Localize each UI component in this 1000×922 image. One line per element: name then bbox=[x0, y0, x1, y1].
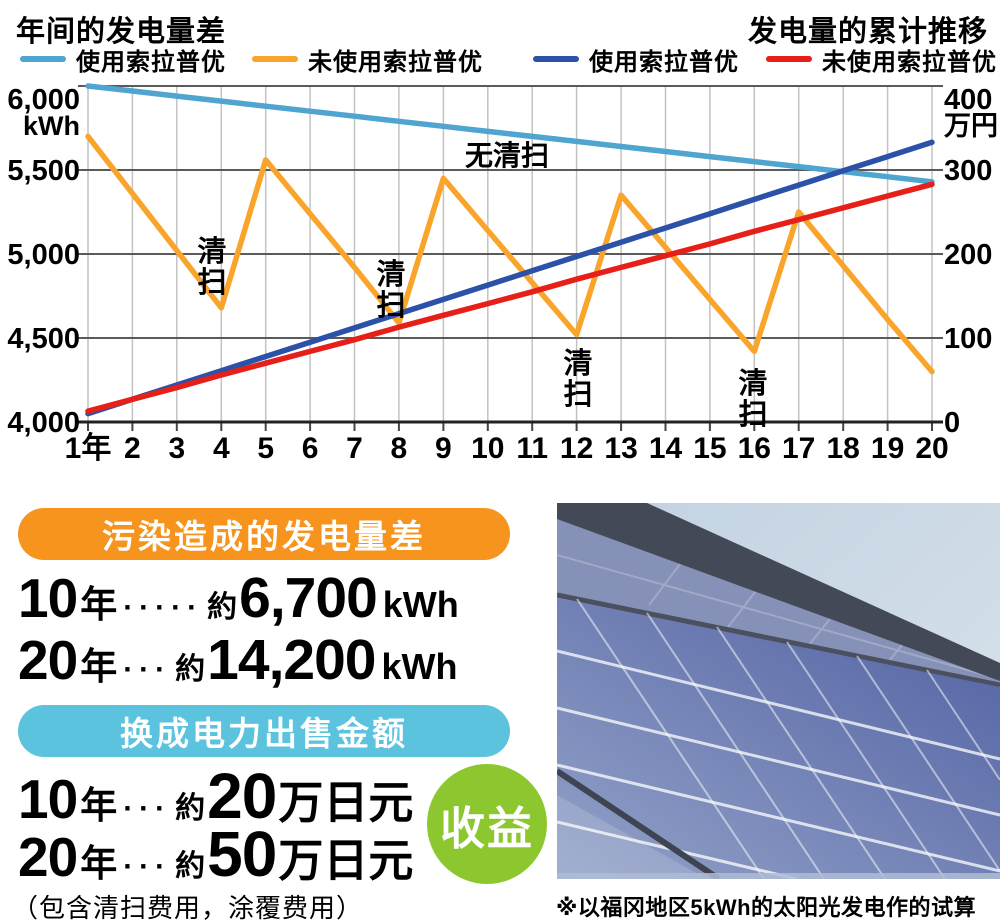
svg-text:万円: 万円 bbox=[944, 111, 998, 141]
svg-text:12: 12 bbox=[560, 432, 593, 465]
svg-text:13: 13 bbox=[604, 432, 637, 465]
svg-text:200: 200 bbox=[944, 239, 992, 271]
stat-row-20yr-yen: 20 年 ··· 約 50 万日元 bbox=[18, 822, 413, 886]
svg-text:清扫: 清扫 bbox=[563, 347, 592, 411]
leader-dots: ··· bbox=[123, 792, 172, 825]
legend-label: 使用索拉普优 bbox=[589, 48, 739, 76]
svg-text:4,000: 4,000 bbox=[7, 407, 80, 439]
legend-item-annual-with: 使用索拉普优 bbox=[20, 46, 226, 76]
legend-item-cumulative-with: 使用索拉普优 bbox=[533, 46, 739, 76]
line-swatch-icon bbox=[252, 56, 298, 62]
svg-text:20: 20 bbox=[915, 432, 948, 465]
svg-text:无清扫: 无清扫 bbox=[465, 140, 549, 171]
line-swatch-icon bbox=[533, 56, 579, 62]
badge-electricity-sale-amount: 换成电力出售金额 bbox=[18, 705, 510, 757]
cost-inclusion-note: （包含清扫费用，涂覆费用） bbox=[12, 893, 364, 922]
svg-text:400: 400 bbox=[944, 84, 992, 116]
svg-text:6: 6 bbox=[302, 432, 319, 465]
svg-text:7: 7 bbox=[346, 432, 363, 465]
badge-pollution-generation-diff: 污染造成的发电量差 bbox=[18, 508, 510, 560]
stat-years: 20 bbox=[18, 826, 78, 888]
svg-text:17: 17 bbox=[782, 432, 815, 465]
stat-row-20yr-kwh: 20 年 ··· 約 14,200 kWh bbox=[18, 632, 458, 689]
leader-dots: ··· bbox=[123, 850, 172, 883]
stat-years: 10 bbox=[18, 768, 78, 830]
legend-item-annual-without: 未使用索拉普优 bbox=[252, 46, 483, 76]
stat-value: 6,700 bbox=[239, 566, 378, 630]
leader-dots: ····· bbox=[123, 591, 204, 624]
stat-years: 20 bbox=[18, 629, 78, 691]
legend-label: 使用索拉普优 bbox=[76, 48, 226, 76]
svg-text:kWh: kWh bbox=[23, 111, 80, 141]
stat-year-suffix: 年 bbox=[80, 646, 118, 687]
legend-label: 未使用索拉普优 bbox=[822, 48, 997, 76]
stat-unit: kWh bbox=[382, 584, 459, 625]
line-swatch-icon bbox=[20, 56, 66, 62]
svg-text:300: 300 bbox=[944, 155, 992, 187]
stat-year-suffix: 年 bbox=[80, 584, 118, 625]
legend-item-cumulative-without: 未使用索拉普优 bbox=[766, 46, 997, 76]
legend-label: 未使用索拉普优 bbox=[308, 48, 483, 76]
svg-text:清扫: 清扫 bbox=[197, 235, 226, 299]
stat-year-suffix: 年 bbox=[80, 843, 118, 884]
chart-title-cumulative: 发电量的累计推移 bbox=[747, 16, 988, 48]
estimate-caption: ※以福冈地区5kWh的太阳光发电作的试算 bbox=[556, 895, 977, 920]
svg-text:清扫: 清扫 bbox=[376, 258, 405, 322]
chart-title-annual-difference: 年间的发电量差 bbox=[16, 16, 227, 48]
svg-text:16: 16 bbox=[738, 432, 771, 465]
line-swatch-icon bbox=[766, 56, 812, 62]
svg-text:2: 2 bbox=[124, 432, 141, 465]
svg-text:8: 8 bbox=[391, 432, 408, 465]
svg-text:19: 19 bbox=[871, 432, 904, 465]
svg-text:100: 100 bbox=[944, 323, 992, 355]
stat-unit: kWh bbox=[381, 646, 458, 687]
svg-text:6,000: 6,000 bbox=[7, 84, 80, 116]
svg-text:4,500: 4,500 bbox=[7, 323, 80, 355]
svg-text:18: 18 bbox=[827, 432, 860, 465]
solar-panel-photo bbox=[557, 503, 1000, 879]
svg-text:0: 0 bbox=[944, 407, 960, 439]
approx-sign: 約 bbox=[207, 591, 238, 624]
approx-sign: 約 bbox=[175, 792, 206, 825]
stat-value: 14,200 bbox=[207, 628, 376, 692]
svg-text:清扫: 清扫 bbox=[738, 367, 767, 431]
stat-value: 20 bbox=[207, 760, 277, 832]
svg-text:10: 10 bbox=[471, 432, 504, 465]
stat-year-suffix: 年 bbox=[80, 785, 118, 826]
approx-sign: 約 bbox=[175, 653, 206, 686]
stat-row-10yr-yen: 10 年 ··· 約 20 万日元 bbox=[18, 764, 413, 828]
stat-years: 10 bbox=[18, 567, 78, 629]
svg-text:15: 15 bbox=[693, 432, 726, 465]
profit-badge: 收益 bbox=[427, 764, 547, 884]
leader-dots: ··· bbox=[123, 653, 172, 686]
svg-text:5,500: 5,500 bbox=[7, 155, 80, 187]
stat-unit: 万日元 bbox=[278, 835, 414, 886]
stat-row-10yr-kwh: 10 年 ····· 約 6,700 kWh bbox=[18, 570, 459, 627]
svg-text:3: 3 bbox=[168, 432, 185, 465]
svg-text:5: 5 bbox=[257, 432, 274, 465]
svg-text:11: 11 bbox=[516, 432, 548, 465]
svg-text:5,000: 5,000 bbox=[7, 239, 80, 271]
stat-value: 50 bbox=[207, 818, 277, 890]
stat-unit: 万日元 bbox=[278, 777, 414, 828]
svg-text:14: 14 bbox=[649, 432, 683, 465]
approx-sign: 約 bbox=[175, 850, 206, 883]
dual-axis-line-chart: 6,0005,5005,0004,5004,000kWh400300200100… bbox=[7, 83, 998, 465]
svg-text:9: 9 bbox=[435, 432, 452, 465]
svg-text:4: 4 bbox=[213, 432, 230, 465]
svg-text:1年: 1年 bbox=[65, 432, 112, 465]
